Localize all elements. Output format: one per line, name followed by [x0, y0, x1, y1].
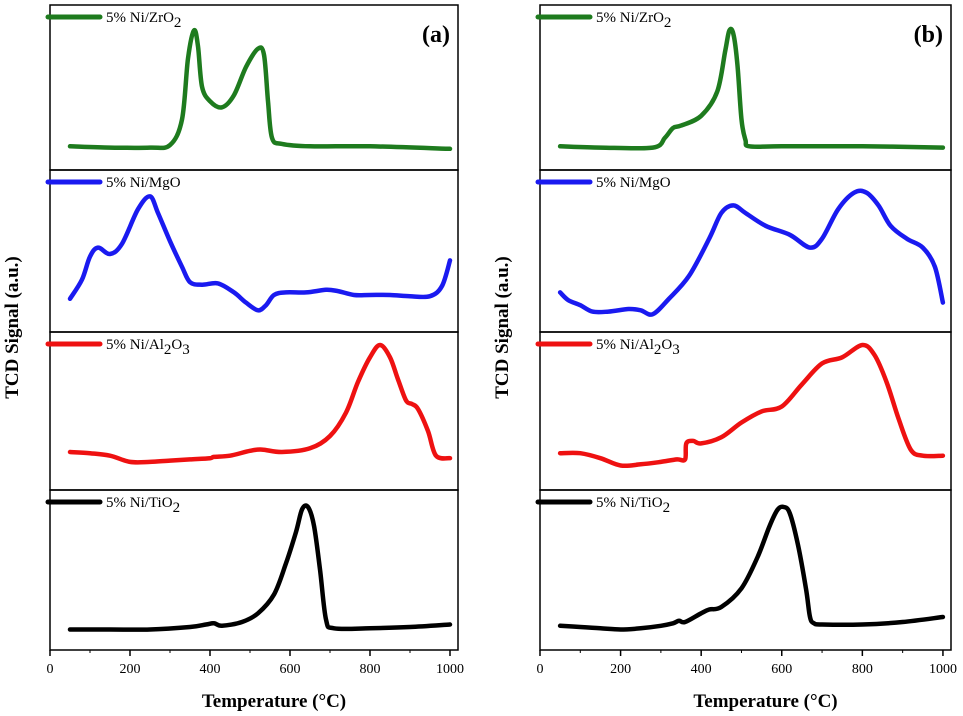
series-line-a-5-ni-tio2	[67, 503, 453, 632]
legend-label-a-5-ni-mgo: 5% Ni/MgO	[106, 175, 181, 191]
x-tick-label-b-200: 200	[610, 662, 631, 677]
legend-label-b-5-ni-tio2: 5% Ni/TiO2	[596, 495, 670, 516]
x-tick-label-b-0: 0	[537, 662, 544, 677]
legend-label-a-5-ni-zro2: 5% Ni/ZrO2	[106, 10, 181, 31]
x-tick-label-b-600: 600	[771, 662, 792, 677]
panel-label-a: (a)	[422, 22, 450, 48]
series-line-b-5-ni-al2o3	[557, 342, 946, 469]
series-line-b-5-ni-mgo	[557, 188, 946, 317]
legend-label-a-5-ni-al2o3: 5% Ni/Al2O3	[106, 337, 190, 358]
series-line-a-5-ni-al2o3	[67, 342, 453, 465]
x-tick-label-b-1000: 1000	[929, 662, 957, 677]
series-line-b-5-ni-zro2	[557, 26, 946, 151]
x-tick-label-a-400: 400	[200, 662, 221, 677]
series-line-b-5-ni-tio2	[557, 504, 946, 632]
y-axis-title-a: TCD Signal (a.u.)	[2, 256, 23, 399]
x-axis-title-a: Temperature (°C)	[202, 691, 346, 712]
x-tick-label-b-400: 400	[691, 662, 712, 677]
legend-label-b-5-ni-zro2: 5% Ni/ZrO2	[596, 10, 671, 31]
series-line-a-5-ni-zro2	[67, 27, 453, 152]
x-tick-label-a-800: 800	[360, 662, 381, 677]
legend-label-a-5-ni-tio2: 5% Ni/TiO2	[106, 495, 180, 516]
x-tick-label-b-800: 800	[852, 662, 873, 677]
x-tick-label-a-600: 600	[280, 662, 301, 677]
subplot-frame-a-2	[49, 331, 459, 491]
legend-label-b-5-ni-al2o3: 5% Ni/Al2O3	[596, 337, 680, 358]
panel-b: 0 200 400 600 800 1000 Temperature (°C) TCD Sig…	[492, 4, 957, 712]
series-line-a-5-ni-mgo	[67, 194, 453, 313]
subplot-frame-b-1	[539, 169, 952, 333]
subplot-frame-b-3	[539, 489, 952, 651]
legend-label-b-5-ni-mgo: 5% Ni/MgO	[596, 175, 671, 191]
x-tick-label-a-0: 0	[47, 662, 54, 677]
panel-label-b: (b)	[914, 22, 943, 48]
x-tick-label-a-1000: 1000	[436, 662, 464, 677]
x-axis-title-b: Temperature (°C)	[693, 691, 837, 712]
x-tick-label-a-200: 200	[120, 662, 141, 677]
subplot-frame-a-3	[49, 489, 459, 651]
subplot-frame-b-2	[539, 331, 952, 491]
y-axis-title-b: TCD Signal (a.u.)	[492, 256, 513, 399]
panel-a: 0 200 400 600 800 1000 Temperature (°C) TCD Sig…	[2, 4, 464, 712]
